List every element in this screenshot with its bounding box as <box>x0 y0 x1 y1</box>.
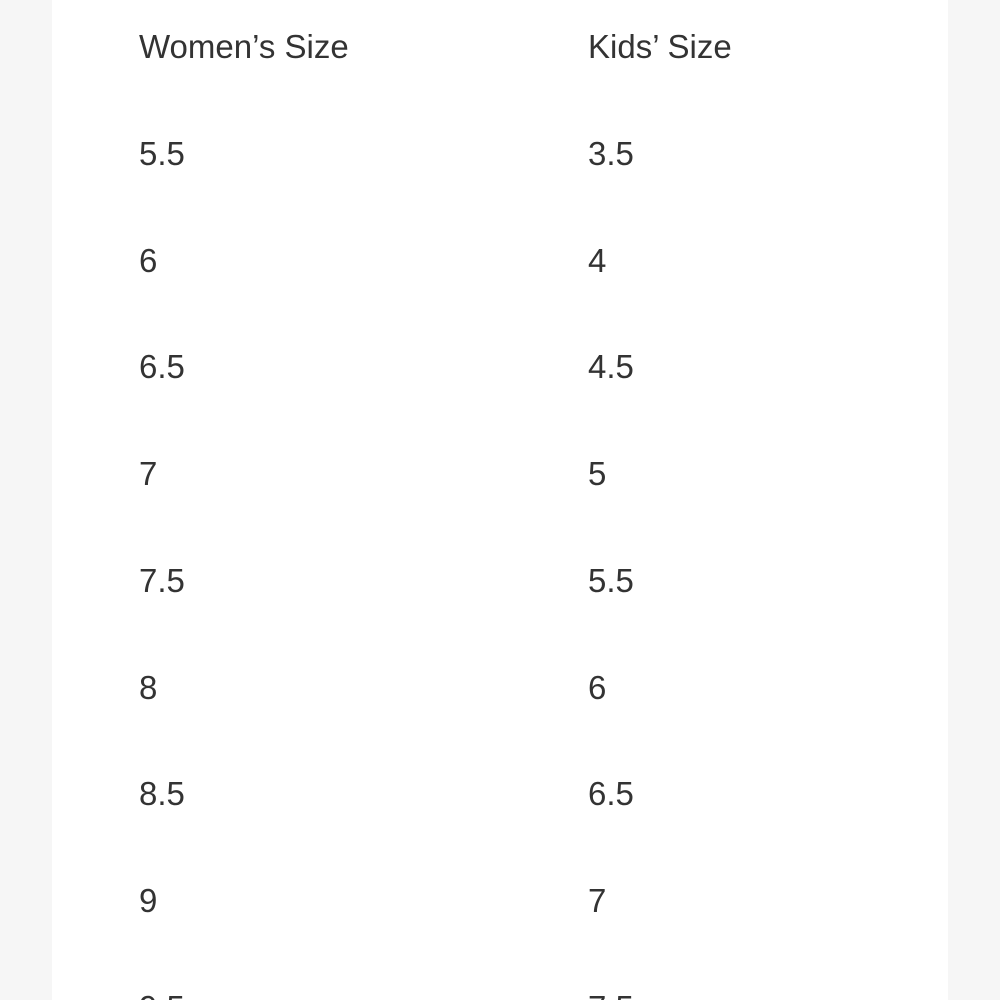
womens-size-cell: 5.5 <box>139 135 185 172</box>
table-row: 8.5 6.5 <box>52 764 948 824</box>
header-kids-size: Kids’ Size <box>588 28 732 65</box>
womens-size-cell: 8.5 <box>139 775 185 813</box>
kids-size-cell: 3.5 <box>588 135 634 172</box>
womens-size-cell: 7 <box>139 455 158 493</box>
size-chart-table: Women’s Size Kids’ Size 5.5 3.5 6 4 6.5 4.5 7 5… <box>52 0 948 1000</box>
kids-size-cell: 4 <box>588 241 607 279</box>
womens-size-cell: 7.5 <box>139 561 185 599</box>
womens-size-cell: 6.5 <box>139 348 185 386</box>
kids-size-cell: 7 <box>588 881 607 919</box>
kids-size-cell: 6 <box>588 668 607 706</box>
table-row: 7.5 5.5 <box>52 551 948 611</box>
kids-size-cell: 5 <box>588 455 607 493</box>
table-header-row: Women’s Size Kids’ Size <box>52 17 948 77</box>
header-womens-size: Women’s Size <box>139 28 349 65</box>
kids-size-cell: 5.5 <box>588 561 634 599</box>
womens-size-cell: 6 <box>139 241 158 279</box>
womens-size-cell: 9 <box>139 881 158 919</box>
kids-size-cell: 6.5 <box>588 775 634 813</box>
table-row: 9.5 7.5 <box>52 978 948 1000</box>
table-row: 6.5 4.5 <box>52 337 948 397</box>
womens-size-cell: 9.5 <box>139 978 185 1000</box>
kids-size-cell: 4.5 <box>588 348 634 386</box>
kids-size-cell: 7.5 <box>588 978 634 1000</box>
table-row: 5.5 3.5 <box>52 124 948 184</box>
womens-size-cell: 8 <box>139 668 158 706</box>
